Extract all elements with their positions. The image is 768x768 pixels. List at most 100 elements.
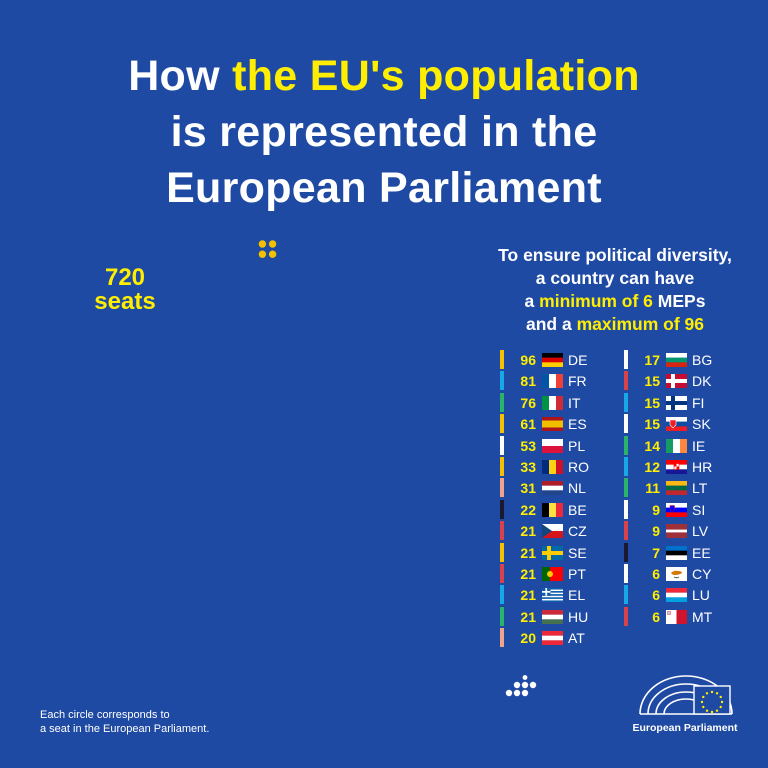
intro-line-2: a country can have xyxy=(535,268,695,288)
country-code: FI xyxy=(692,394,705,411)
color-key-bar xyxy=(500,414,504,434)
country-code: DK xyxy=(692,373,712,390)
flag-lu-icon xyxy=(666,588,687,603)
country-code: LT xyxy=(692,480,708,497)
flag-cz-icon xyxy=(542,524,563,539)
flag-lv-icon xyxy=(666,524,687,539)
logo-label: European Parliament xyxy=(632,722,738,734)
seat-count: 17 xyxy=(644,352,660,368)
seat-count: 12 xyxy=(644,458,660,475)
color-key-bar xyxy=(500,585,504,605)
seat-count: 6 xyxy=(652,587,660,604)
seat-dot xyxy=(258,240,267,248)
intro-highlight-min: minimum of 6 xyxy=(539,291,653,311)
seat-count: 9 xyxy=(652,523,660,540)
color-key-bar xyxy=(500,371,504,391)
country-code: DE xyxy=(568,352,588,368)
seat-count: 9 xyxy=(652,501,660,518)
country-code: SK xyxy=(692,416,711,433)
flag-cy-icon xyxy=(666,566,687,581)
country-code: PL xyxy=(568,437,586,454)
color-key-bar xyxy=(624,456,628,476)
page-title: How the EU's population is represented i… xyxy=(0,48,768,216)
flag-sk-icon xyxy=(666,417,687,432)
flag-pt-icon xyxy=(542,566,563,581)
country-code: RO xyxy=(568,458,589,475)
seat-count: 31 xyxy=(520,480,536,497)
color-key-bar xyxy=(624,542,628,562)
flag-be-icon xyxy=(542,502,563,517)
title-highlight: the EU's population xyxy=(232,52,640,100)
intro-text: To ensure political diversity, a country… xyxy=(450,244,768,336)
flag-mt-icon xyxy=(666,609,687,624)
country-code: NL xyxy=(568,480,586,497)
seat-dot-legend-icon xyxy=(505,675,537,697)
seat-count: 6 xyxy=(652,608,660,625)
flag-fi-icon xyxy=(666,395,687,410)
intro-line-4: and a maximum of 96 xyxy=(450,313,768,336)
title-text: How xyxy=(128,52,233,100)
seat-count: 21 xyxy=(520,565,536,582)
country-code: IE xyxy=(692,437,706,454)
footnote: Each circle corresponds to a seat in the… xyxy=(40,708,209,736)
total-seats-number: 720 xyxy=(104,264,146,291)
color-key-bar xyxy=(624,478,628,498)
flag-de-icon xyxy=(542,353,563,367)
europe-seat-map xyxy=(258,240,277,258)
country-code: FR xyxy=(568,373,587,390)
seat-count: 11 xyxy=(645,480,660,497)
flag-dk-icon xyxy=(666,374,687,389)
seat-count: 53 xyxy=(520,437,536,454)
flag-el-icon xyxy=(542,588,563,603)
seat-dot xyxy=(268,250,277,258)
color-key-bar xyxy=(500,521,504,541)
country-code: BE xyxy=(568,501,587,518)
title-line-1: How the EU's population xyxy=(0,48,768,104)
country-code: EE xyxy=(692,544,711,561)
total-seats: 720 seats xyxy=(80,266,170,314)
color-key-bar xyxy=(624,392,628,412)
color-key-bar xyxy=(624,521,628,541)
seat-count: 21 xyxy=(520,608,536,625)
country-code: CZ xyxy=(568,523,587,540)
country-code: LU xyxy=(692,587,710,604)
seat-count: 33 xyxy=(520,458,536,475)
color-key-bar xyxy=(500,542,504,562)
country-code: HR xyxy=(692,458,713,475)
color-key-bar xyxy=(624,371,628,391)
intro-line-3: a minimum of 6 MEPs xyxy=(450,290,768,313)
color-key-bar xyxy=(500,563,504,583)
seat-count: 21 xyxy=(520,544,536,561)
flag-it-icon xyxy=(542,395,563,410)
seat-dot xyxy=(268,240,277,248)
country-code: AT xyxy=(568,630,585,647)
flag-ie-icon xyxy=(666,438,687,453)
flag-si-icon xyxy=(666,502,687,517)
seat-count: 7 xyxy=(652,544,660,561)
footnote-line-1: Each circle corresponds to xyxy=(40,709,170,721)
color-key-bar xyxy=(624,499,628,519)
flag-pl-icon xyxy=(542,438,563,453)
seat-count: 76 xyxy=(520,394,536,411)
color-key-bar xyxy=(500,435,504,455)
country-code: HU xyxy=(568,608,589,625)
color-key-bar xyxy=(500,628,504,648)
flag-ee-icon xyxy=(666,545,687,560)
color-key-bar xyxy=(500,606,504,626)
intro-line-1: To ensure political diversity, xyxy=(498,245,732,265)
seat-count: 15 xyxy=(644,373,660,390)
seat-count: 15 xyxy=(644,394,660,411)
country-code: CY xyxy=(692,565,712,582)
flag-hu-icon xyxy=(542,609,563,624)
flag-nl-icon xyxy=(542,481,563,496)
color-key-bar xyxy=(500,478,504,498)
flag-fr-icon xyxy=(542,374,563,389)
color-key-bar xyxy=(624,435,628,455)
european-parliament-logo xyxy=(639,675,733,715)
seat-count: 20 xyxy=(520,630,536,647)
color-key-bar xyxy=(624,585,628,605)
flag-lt-icon xyxy=(666,481,687,496)
flag-at-icon xyxy=(542,631,563,646)
flag-ro-icon xyxy=(542,459,563,474)
flag-es-icon xyxy=(542,417,563,432)
